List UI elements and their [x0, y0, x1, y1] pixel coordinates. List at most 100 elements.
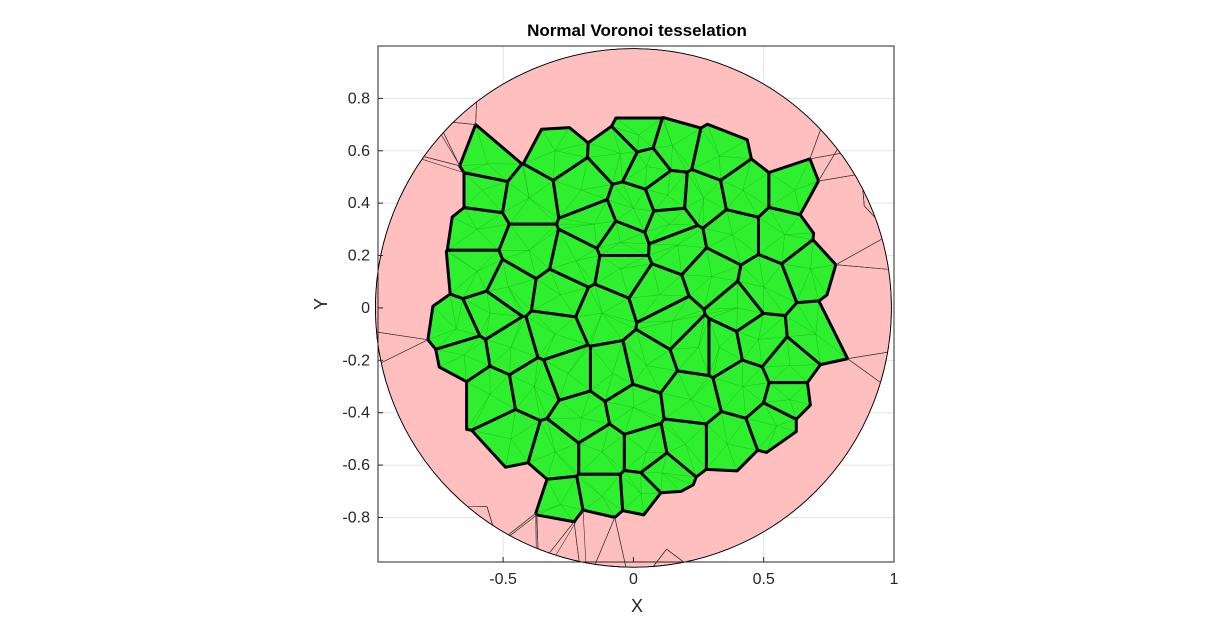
- voronoi-cell: [661, 419, 707, 477]
- cell-mesh-line: [615, 117, 639, 136]
- cell-mesh-line: [742, 339, 759, 361]
- cell-mesh-line: [789, 399, 811, 406]
- cell-mesh-line: [463, 172, 483, 191]
- cell-mesh-line: [447, 229, 478, 251]
- cell-mesh-line: [463, 207, 478, 230]
- axes-box: [377, 45, 895, 563]
- cell-mesh-line: [727, 443, 758, 451]
- cell-mesh-line: [784, 234, 814, 240]
- cell-mesh-line: [691, 169, 704, 199]
- cell-mesh-line: [508, 286, 527, 317]
- cell-mesh-line: [612, 373, 634, 385]
- cell-mesh-line: [549, 269, 561, 295]
- cell-mesh-line: [509, 223, 530, 251]
- cell-mesh-line: [601, 496, 623, 511]
- cell-mesh-line: [651, 263, 660, 295]
- voronoi-cell: [737, 254, 797, 316]
- cell-mesh-line: [677, 370, 691, 400]
- cell-mesh-line: [742, 158, 752, 191]
- cell-mesh-line: [659, 274, 682, 296]
- cell-mesh-line: [612, 340, 624, 374]
- cell-mesh-line: [509, 374, 535, 387]
- cell-mesh-line: [485, 339, 511, 348]
- cell-mesh-line: [489, 394, 516, 410]
- cell-mesh-line: [459, 163, 488, 167]
- cell-mesh-line: [439, 354, 465, 368]
- border-mesh-line: [666, 548, 685, 563]
- voronoi-cell: [435, 335, 490, 382]
- cell-mesh-line: [651, 244, 678, 264]
- x-tick-label: 0: [629, 571, 638, 588]
- cell-mesh-line: [543, 334, 556, 360]
- cell-mesh-line: [719, 331, 737, 348]
- cell-mesh-line: [509, 347, 512, 375]
- cell-mesh-line: [794, 158, 811, 191]
- y-tick-label: 0.4: [348, 195, 370, 212]
- cell-mesh-line: [594, 199, 608, 225]
- cell-mesh-line: [698, 347, 710, 376]
- cell-mesh-line: [607, 199, 634, 209]
- cell-mesh-line: [555, 333, 589, 346]
- cell-mesh-line: [463, 335, 481, 356]
- cell-mesh-line: [534, 386, 560, 401]
- cell-mesh-line: [558, 228, 577, 261]
- cell-mesh-line: [575, 260, 589, 288]
- border-mesh-line: [847, 351, 888, 360]
- cell-mesh-line: [510, 438, 529, 463]
- cell-mesh-line: [581, 189, 608, 200]
- cell-mesh-line: [558, 400, 582, 419]
- cell-mesh-line: [707, 124, 720, 157]
- cell-mesh-line: [427, 328, 457, 340]
- cell-mesh-line: [633, 208, 646, 233]
- cell-mesh-line: [575, 248, 597, 261]
- cell-mesh-line: [758, 234, 785, 255]
- border-mesh-line: [818, 174, 855, 182]
- cell-mesh-line: [737, 307, 764, 314]
- cell-mesh-line: [662, 472, 697, 478]
- cell-mesh-line: [677, 347, 699, 371]
- cell-mesh-line: [703, 276, 712, 310]
- cell-mesh-line: [815, 300, 820, 335]
- cell-mesh-line: [726, 209, 733, 235]
- cell-mesh-line: [660, 472, 663, 493]
- cell-mesh-line: [601, 451, 625, 471]
- cell-mesh-line: [742, 360, 744, 387]
- border-mesh-line: [453, 122, 476, 125]
- cell-mesh-line: [640, 451, 647, 473]
- cell-mesh-line: [672, 296, 690, 322]
- cell-mesh-line: [632, 365, 647, 385]
- cell-mesh-line: [757, 425, 777, 451]
- cell-mesh-line: [471, 394, 491, 431]
- cell-mesh-line: [742, 386, 747, 419]
- cell-mesh-line: [708, 318, 720, 348]
- cell-mesh-line: [587, 153, 621, 158]
- voronoi-cell: [525, 310, 589, 360]
- x-tick-label: 1: [890, 571, 899, 588]
- cell-mesh-line: [531, 294, 561, 312]
- cell-mesh-line: [508, 278, 537, 288]
- cell-mesh-line: [789, 364, 821, 366]
- cell-mesh-line: [794, 190, 801, 215]
- cell-mesh-line: [708, 347, 720, 376]
- cell-mesh-line: [787, 333, 816, 337]
- cell-mesh-line: [698, 314, 706, 348]
- cell-mesh-line: [463, 355, 467, 382]
- voronoi-cell: [535, 476, 584, 522]
- voronoi-cell: [645, 170, 688, 212]
- cell-mesh-line: [677, 244, 707, 249]
- cell-mesh-line: [605, 401, 634, 408]
- cell-mesh-line: [745, 418, 777, 427]
- cell-edge: [762, 381, 812, 421]
- cell-mesh-line: [558, 373, 569, 401]
- cell-mesh-line: [482, 189, 503, 213]
- cell-mesh-line: [507, 181, 530, 199]
- cell-mesh-line: [508, 286, 532, 312]
- cell-mesh-line: [732, 234, 742, 266]
- cell-mesh-line: [611, 126, 621, 154]
- cell-mesh-line: [633, 407, 662, 424]
- border-mesh-line: [486, 506, 493, 526]
- cell-mesh-line: [624, 407, 634, 435]
- cell-mesh-line: [768, 172, 796, 191]
- cell-mesh-line: [769, 365, 790, 383]
